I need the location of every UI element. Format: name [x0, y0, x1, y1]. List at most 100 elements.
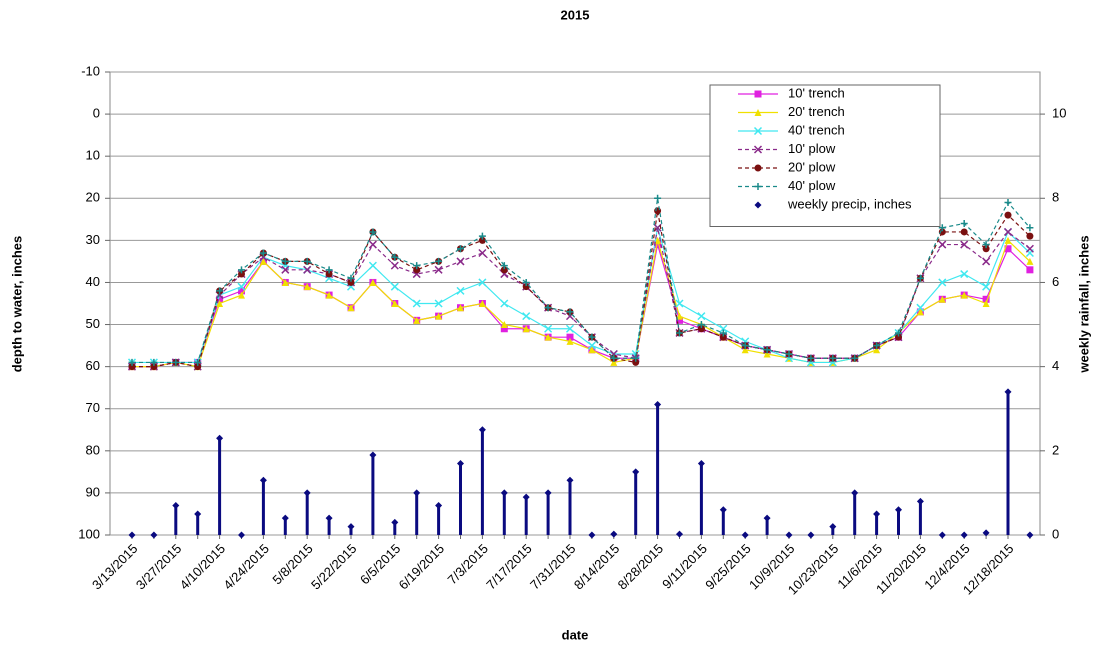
marker — [435, 502, 443, 510]
marker — [457, 459, 464, 467]
marker — [1026, 266, 1034, 274]
marker — [566, 476, 574, 484]
marker — [632, 468, 640, 476]
marker — [457, 245, 464, 253]
marker — [785, 350, 793, 358]
marker — [347, 523, 355, 531]
marker — [1003, 227, 1013, 236]
marker — [916, 303, 925, 312]
marker — [763, 350, 771, 358]
y2-tick-label: 10 — [1052, 106, 1066, 121]
marker — [654, 194, 662, 202]
marker — [753, 126, 763, 136]
marker — [895, 506, 902, 514]
marker — [1025, 244, 1034, 253]
marker — [347, 274, 355, 282]
marker — [172, 502, 180, 510]
marker — [654, 401, 662, 409]
y2-axis-label: weekly rainfall, inches — [1076, 235, 1091, 373]
marker — [807, 531, 815, 539]
marker — [150, 358, 158, 366]
marker — [960, 270, 969, 279]
marker — [676, 312, 683, 320]
y2-tick-label: 8 — [1052, 190, 1059, 205]
marker — [566, 333, 574, 341]
x-tick-label: 8/28/2015 — [615, 541, 667, 593]
marker — [369, 228, 377, 236]
marker — [325, 514, 333, 522]
marker — [610, 354, 618, 362]
y2-tick-label: 6 — [1052, 274, 1059, 289]
marker — [478, 278, 487, 287]
y-tick-label: 40 — [86, 274, 100, 289]
marker — [982, 300, 990, 307]
marker — [281, 257, 289, 265]
marker — [1026, 257, 1034, 265]
marker — [522, 312, 531, 321]
marker — [238, 291, 245, 299]
marker — [741, 346, 749, 354]
marker — [1004, 236, 1012, 244]
marker — [544, 489, 552, 497]
marker — [500, 325, 508, 333]
marker — [478, 426, 486, 434]
marker — [763, 514, 771, 522]
y-tick-label: 100 — [78, 526, 100, 541]
chart-title: 2015 — [561, 7, 590, 22]
marker — [238, 266, 245, 274]
marker — [259, 476, 267, 484]
y2-tick-label: 0 — [1052, 526, 1059, 541]
x-tick-label: 6/19/2015 — [396, 541, 448, 593]
marker — [982, 529, 990, 537]
x-axis-label: date — [562, 627, 589, 642]
marker — [544, 304, 552, 312]
marker — [369, 451, 377, 459]
marker — [807, 354, 815, 362]
marker — [281, 265, 290, 274]
series-line — [132, 210, 1031, 368]
marker — [697, 325, 705, 333]
y-tick-label: 80 — [86, 442, 100, 457]
marker — [456, 286, 465, 295]
y-tick-label: 10 — [86, 148, 100, 163]
x-tick-label: 4/10/2015 — [177, 541, 229, 593]
x-tick-label: 4/24/2015 — [220, 541, 272, 593]
series-line — [132, 198, 1031, 364]
marker — [238, 531, 245, 539]
marker — [347, 278, 355, 286]
marker — [238, 270, 245, 278]
marker — [754, 183, 762, 190]
marker — [391, 253, 399, 261]
x-tick-label: 7/31/2015 — [527, 541, 579, 593]
marker — [982, 241, 990, 249]
marker — [938, 240, 947, 249]
legend-label: 40' trench — [788, 122, 845, 137]
marker — [194, 358, 202, 366]
marker — [632, 358, 640, 366]
legend-label: 10' plow — [788, 141, 836, 156]
legend-label: 20' trench — [788, 104, 845, 119]
marker — [368, 261, 377, 270]
marker — [216, 295, 224, 303]
x-tick-label: 3/13/2015 — [89, 541, 141, 593]
marker — [216, 287, 224, 295]
marker — [1004, 388, 1012, 396]
marker — [194, 510, 202, 518]
marker — [565, 324, 575, 333]
y2-tick-label: 4 — [1052, 358, 1059, 373]
series-line — [132, 239, 1031, 368]
marker — [676, 530, 683, 538]
marker — [982, 245, 990, 253]
y-tick-label: 70 — [86, 400, 100, 415]
marker — [456, 257, 465, 266]
marker — [128, 358, 136, 366]
legend-label: weekly precip, inches — [787, 196, 912, 211]
marker — [754, 109, 762, 116]
marker — [829, 354, 837, 362]
marker — [588, 531, 596, 539]
marker — [938, 228, 946, 236]
marker — [588, 346, 596, 354]
marker — [478, 236, 486, 244]
marker — [128, 531, 136, 539]
marker — [544, 333, 552, 341]
